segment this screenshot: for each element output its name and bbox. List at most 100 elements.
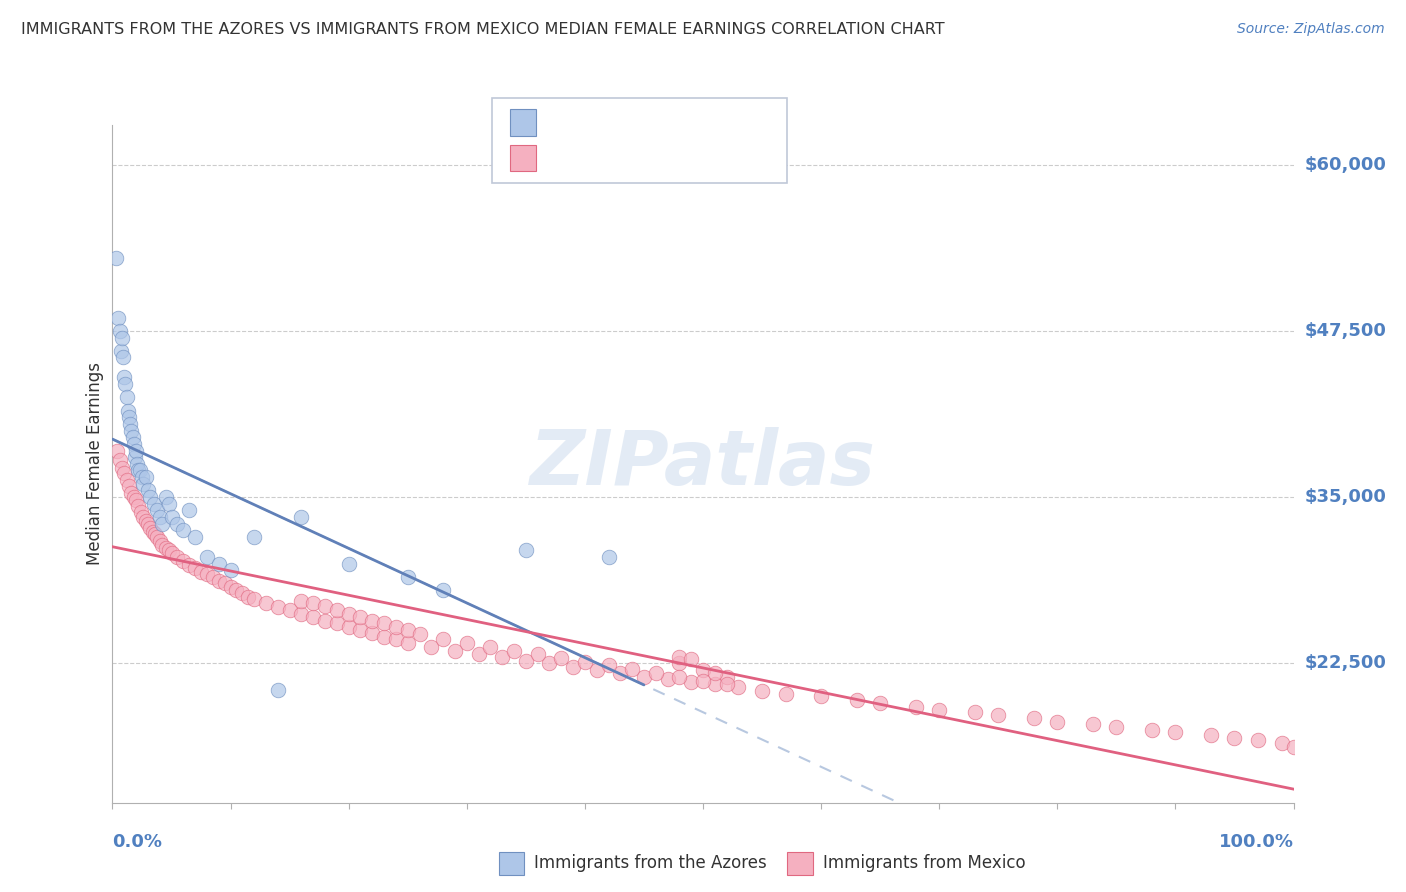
Point [267,682,290,697]
Point [963,706,986,720]
Point [1081,717,1104,731]
Point [1247,733,1270,747]
Point [120,417,142,431]
Point [105,251,128,265]
Point [208,574,231,588]
Point [166,516,188,531]
Point [928,703,950,717]
Point [114,377,136,392]
Point [337,557,360,571]
Point [550,651,572,665]
Point [515,654,537,668]
Point [692,673,714,688]
Point [1223,731,1246,745]
Point [150,516,173,531]
Point [538,657,561,671]
Point [172,524,194,538]
Point [444,644,467,658]
Point [132,510,155,524]
Point [681,674,703,689]
Point [108,453,131,467]
Point [526,647,548,661]
Text: $35,000: $35,000 [1305,488,1386,506]
Point [135,514,157,528]
Point [225,583,247,598]
Point [644,665,666,680]
Point [432,632,454,647]
Point [118,479,141,493]
Point [1046,714,1069,729]
Point [149,533,172,548]
Point [326,603,349,617]
Point [231,586,253,600]
Point [157,497,180,511]
Text: 0.0%: 0.0% [112,833,163,851]
Point [326,616,349,631]
Text: ZIPatlas: ZIPatlas [530,427,876,500]
Point [456,636,478,650]
Point [117,403,139,417]
Point [692,663,714,677]
Point [361,625,384,640]
Point [118,410,141,425]
Point [373,630,395,644]
Point [155,541,177,555]
Point [810,690,832,704]
Point [179,503,201,517]
Point [1199,728,1222,742]
Point [267,600,290,615]
Point [208,557,231,571]
Point [373,616,395,631]
Point [668,649,690,664]
Point [515,543,537,558]
Point [179,558,201,572]
Point [290,607,312,621]
Point [172,554,194,568]
Point [1271,736,1294,750]
Point [314,614,336,628]
Point [869,696,891,710]
Point [598,657,620,672]
Point [491,649,513,664]
Point [121,430,143,444]
Point [112,351,135,365]
Point [136,483,159,498]
Point [142,497,165,511]
Text: Immigrants from the Azores: Immigrants from the Azores [534,855,768,872]
Text: R = -0.204  N =  47: R = -0.204 N = 47 [544,113,707,131]
Point [127,457,149,471]
Point [160,510,183,524]
Point [127,463,149,477]
Point [1140,723,1163,737]
Point [668,669,690,683]
Point [609,665,631,680]
Point [396,570,419,584]
Text: R = -0.881  N = 114: R = -0.881 N = 114 [544,149,713,167]
Point [585,663,607,677]
Point [125,492,148,507]
Point [845,693,868,707]
Point [195,549,218,564]
Point [184,530,207,544]
Point [150,538,173,552]
Point [657,672,679,686]
Point [775,687,797,701]
Point [166,549,188,564]
Point [243,530,266,544]
Point [149,510,172,524]
Point [146,503,169,517]
Point [302,596,325,610]
Point [190,565,212,579]
Point [122,437,145,451]
Point [703,665,725,680]
Point [420,640,443,655]
Point [125,443,148,458]
Point [142,524,165,539]
Point [503,644,526,658]
Point [128,463,150,477]
Point [314,599,336,613]
Point [110,343,132,358]
Text: Source: ZipAtlas.com: Source: ZipAtlas.com [1237,22,1385,37]
Point [396,636,419,650]
Point [621,661,644,675]
